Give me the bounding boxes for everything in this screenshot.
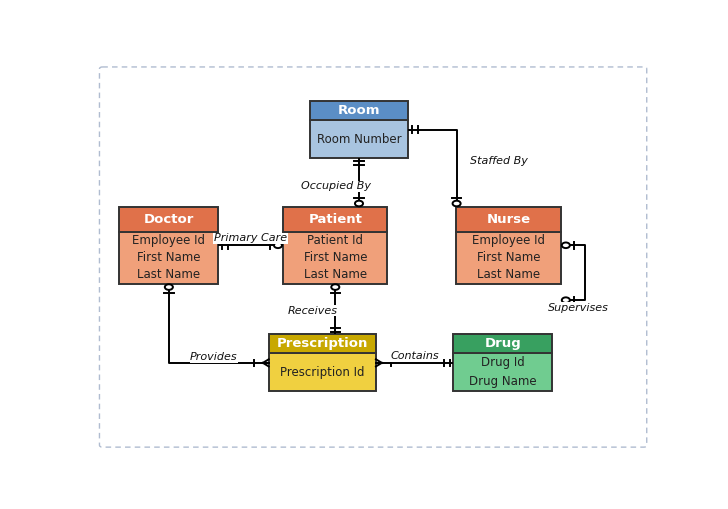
Bar <box>309 120 408 158</box>
Text: Drug Id: Drug Id <box>481 356 525 369</box>
Text: Drug Name: Drug Name <box>469 375 537 388</box>
Bar <box>454 334 553 353</box>
Bar <box>283 207 387 232</box>
Text: Provides: Provides <box>190 352 238 362</box>
Text: Receives: Receives <box>288 306 338 316</box>
Bar <box>269 353 376 391</box>
Circle shape <box>453 201 461 206</box>
Text: First Name: First Name <box>304 251 367 264</box>
Circle shape <box>165 284 173 290</box>
Bar <box>456 207 561 232</box>
Text: Last Name: Last Name <box>477 268 540 281</box>
Text: Employee Id: Employee Id <box>132 234 205 247</box>
Text: Nurse: Nurse <box>486 213 531 226</box>
Text: Room: Room <box>338 104 380 117</box>
Circle shape <box>562 297 570 303</box>
Text: Employee Id: Employee Id <box>472 234 545 247</box>
Bar <box>283 232 387 284</box>
Text: Occupied By: Occupied By <box>301 182 371 191</box>
Text: Last Name: Last Name <box>138 268 200 281</box>
Bar <box>119 232 218 284</box>
Circle shape <box>331 284 339 290</box>
Text: First Name: First Name <box>137 251 201 264</box>
Text: Primary Care: Primary Care <box>214 233 288 243</box>
Text: Prescription: Prescription <box>277 337 368 350</box>
Text: Drug: Drug <box>485 337 521 350</box>
Bar <box>309 101 408 120</box>
Text: Last Name: Last Name <box>304 268 367 281</box>
Text: Prescription Id: Prescription Id <box>280 366 365 379</box>
Bar <box>456 232 561 284</box>
Text: First Name: First Name <box>477 251 540 264</box>
Circle shape <box>562 242 570 248</box>
Text: Staffed By: Staffed By <box>470 156 528 166</box>
Circle shape <box>355 201 363 206</box>
Text: Supervises: Supervises <box>548 303 609 313</box>
Circle shape <box>274 242 282 248</box>
Text: Patient: Patient <box>309 213 363 226</box>
Text: Patient Id: Patient Id <box>307 234 363 247</box>
Bar <box>454 353 553 391</box>
Text: Doctor: Doctor <box>143 213 194 226</box>
Text: Room Number: Room Number <box>317 132 401 146</box>
Bar <box>119 207 218 232</box>
Bar <box>269 334 376 353</box>
Text: Contains: Contains <box>390 351 439 361</box>
